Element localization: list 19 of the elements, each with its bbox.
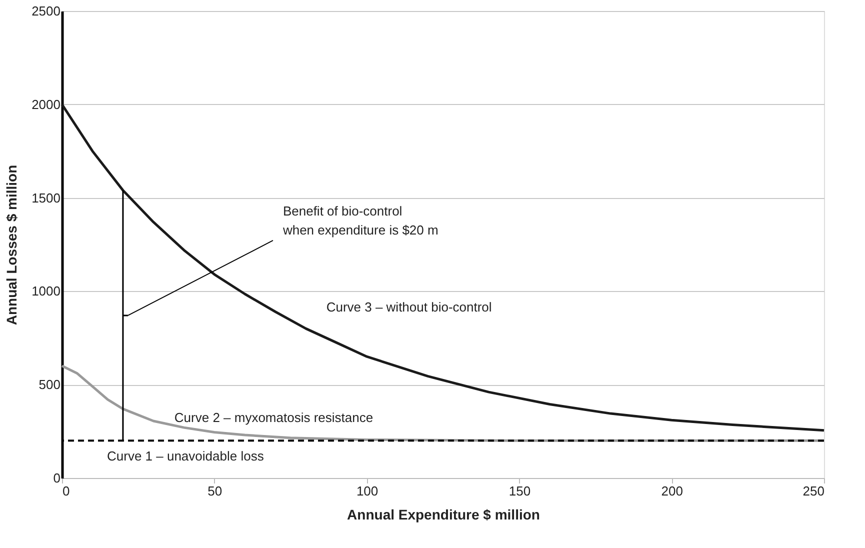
line-series <box>60 103 826 432</box>
y-tick-label: 2500 <box>32 4 60 18</box>
x-tick-label: 150 <box>508 484 531 498</box>
x-axis-title: Annual Expenditure $ million <box>347 506 540 522</box>
x-tick-label: 200 <box>661 484 683 498</box>
x-tick-label: 250 <box>802 484 824 498</box>
y-axis-title: Annual Losses $ million <box>4 164 20 326</box>
ref-line-label: Benefit of bio-control when expenditure is $20 m <box>282 203 438 238</box>
y-tick-label: 500 <box>38 377 60 392</box>
series-label: Curve 3 – without bio-control <box>326 300 492 315</box>
y-tick-label: 2000 <box>32 96 60 112</box>
y-tick-label: 1500 <box>32 190 60 206</box>
x-tick-label: 100 <box>356 484 378 498</box>
x-tick-label: 50 <box>208 484 222 498</box>
y-tick-label: 1000 <box>32 284 60 299</box>
x-tick-label: 0 <box>62 484 70 498</box>
y-tick-label: 0 <box>53 470 60 486</box>
ref-line-label: Curve 1 – unavoidable loss <box>107 448 264 464</box>
series-label: Curve 2 – myxomatosis resistance <box>174 410 374 426</box>
